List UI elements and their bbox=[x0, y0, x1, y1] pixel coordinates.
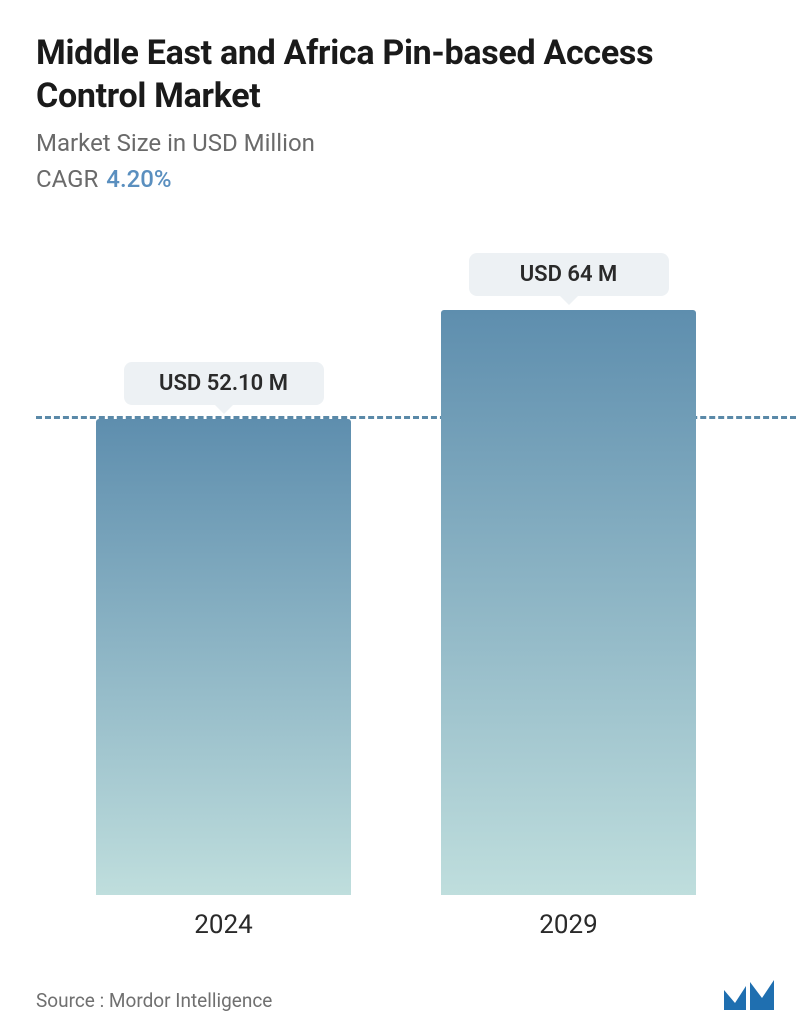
bar bbox=[441, 310, 696, 895]
chart-container: Middle East and Africa Pin-based Access … bbox=[0, 0, 796, 1034]
footer: Source : Mordor Intelligence bbox=[36, 978, 776, 1012]
cagr-label: CAGR bbox=[36, 165, 98, 193]
x-axis-label: 2024 bbox=[96, 910, 351, 940]
bar bbox=[96, 419, 351, 895]
x-axis-label: 2029 bbox=[441, 910, 696, 940]
cagr-row: CAGR 4.20% bbox=[36, 165, 760, 193]
bar-value-label: USD 52.10 M bbox=[124, 362, 324, 405]
chart-subtitle: Market Size in USD Million bbox=[36, 129, 760, 157]
chart-title: Middle East and Africa Pin-based Access … bbox=[36, 32, 760, 117]
chart-area: USD 52.10 M 2024 USD 64 M 2029 bbox=[36, 250, 796, 940]
bar-value-label: USD 64 M bbox=[469, 253, 669, 296]
cagr-value: 4.20% bbox=[106, 165, 171, 193]
source-text: Source : Mordor Intelligence bbox=[36, 989, 272, 1012]
brand-logo-icon bbox=[722, 978, 776, 1012]
